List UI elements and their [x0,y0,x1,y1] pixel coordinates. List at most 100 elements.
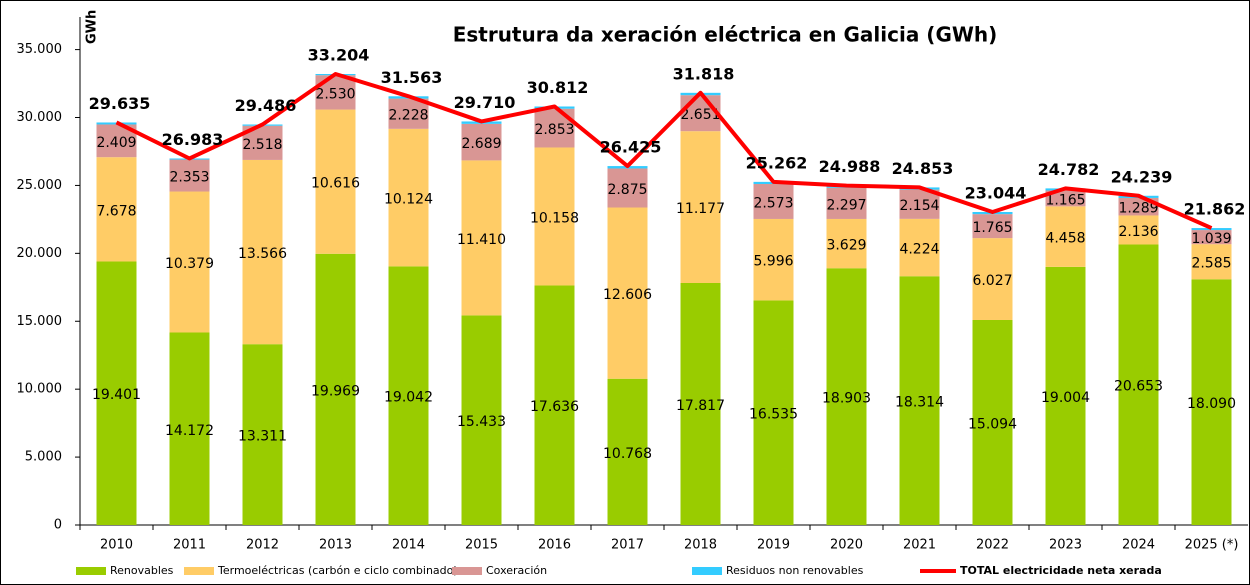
x-tick-label: 2010 [100,538,133,553]
bar-segment [169,332,210,525]
data-label: 2.585 [1191,256,1231,272]
legend-label: Renovables [110,564,174,577]
data-label: 23.044 [965,183,1027,202]
y-tick-label: 20.000 [17,246,63,261]
x-tick-label: 2012 [246,538,279,553]
legend-label: Termoeléctricas (carbón e ciclo combinad… [217,564,458,577]
data-label: 21.862 [1184,200,1246,219]
bar-segment [1191,228,1232,231]
data-label: 15.094 [968,416,1017,432]
data-label: 1.039 [1191,231,1231,247]
bar-segment [169,191,210,333]
x-tick-label: 2014 [392,538,425,553]
data-label: 1.165 [1045,192,1085,208]
y-tick-label: 10.000 [17,382,63,397]
data-label: 19.004 [1041,390,1090,406]
data-label: 20.653 [1114,379,1163,395]
x-tick-label: 2015 [465,538,498,553]
x-tick-label: 2021 [903,538,936,553]
data-label: 11.177 [676,201,725,217]
x-tick-label: 2022 [976,538,1009,553]
data-label: 2.573 [753,195,793,211]
y-tick-label: 0 [54,518,62,533]
y-tick-label: 30.000 [17,110,63,125]
data-label: 19.969 [311,383,360,399]
data-label: 2.297 [826,197,866,213]
x-tick-label: 2017 [611,538,644,553]
bar-segment [388,98,429,129]
data-label: 2.530 [315,86,355,102]
bar-segment [315,109,356,254]
legend-swatch [184,567,214,575]
bar-segment [461,123,502,161]
bar-segment [680,95,721,132]
y-tick-label: 35.000 [17,42,63,57]
x-tick-label: 2023 [1049,538,1082,553]
data-label: 18.314 [895,395,944,411]
x-tick-label: 2013 [319,538,352,553]
data-label: 26.983 [162,130,224,149]
bar-segment [826,187,867,219]
bar-segment [1045,266,1086,525]
data-label: 2.154 [899,198,939,214]
bar-segment [826,268,867,525]
bar-segment [534,285,575,525]
data-label: 11.410 [457,232,506,248]
data-label: 10.768 [603,446,652,462]
bar-segment [1045,190,1086,207]
data-label: 1.289 [1118,201,1158,217]
bar-segment [388,128,429,267]
data-label: 15.433 [457,414,506,430]
data-label: 2.518 [242,137,282,153]
data-label: 6.027 [972,273,1012,289]
data-label: 13.566 [238,246,287,262]
data-label: 2.689 [461,136,501,152]
bar-segment [753,184,794,219]
data-label: 7.678 [96,203,136,219]
bar-segment [972,214,1013,239]
bar-segment [461,160,502,316]
data-label: 2.409 [96,135,136,151]
data-label: 18.090 [1187,396,1236,412]
bar-segment [1118,215,1159,245]
bar-segment [388,266,429,525]
bar-segment [1191,244,1232,280]
data-label: 2.228 [388,108,428,124]
bar-segment [1191,230,1232,245]
y-axis-label: GWh [85,10,100,44]
x-tick-label: 2025 (*) [1185,538,1239,553]
legend-swatch [692,567,722,575]
y-tick-label: 25.000 [17,178,63,193]
chart-title: Estrutura da xeración eléctrica en Galic… [453,23,998,47]
data-label: 4.458 [1045,231,1085,247]
data-label: 18.903 [822,391,871,407]
data-label: 17.817 [676,398,725,414]
data-label: 2.353 [169,170,209,186]
data-label: 3.629 [826,238,866,254]
bar-segment [899,189,940,219]
x-tick-label: 2019 [757,538,790,553]
legend-swatch [452,567,482,575]
data-label: 29.710 [454,93,516,112]
data-label: 31.563 [381,68,443,87]
bar-segment [534,147,575,286]
data-label: 24.239 [1111,167,1173,186]
y-tick-label: 5.000 [25,450,62,465]
x-tick-label: 2011 [173,538,206,553]
legend-label: TOTAL electricidade neta xerada [960,564,1162,577]
data-label: 10.158 [530,210,579,226]
data-label: 13.311 [238,429,287,445]
bar-segment [461,315,502,525]
data-label: 17.636 [530,399,579,415]
bar-segment [315,253,356,526]
data-label: 29.486 [235,96,297,115]
data-label: 33.204 [308,45,370,64]
bar-segment [680,282,721,525]
bar-segment [607,168,648,208]
data-label: 31.818 [673,64,735,83]
bar-segment [680,131,721,283]
data-label: 24.782 [1038,160,1100,179]
bar-segment [826,218,867,269]
data-label: 2.875 [607,182,647,198]
